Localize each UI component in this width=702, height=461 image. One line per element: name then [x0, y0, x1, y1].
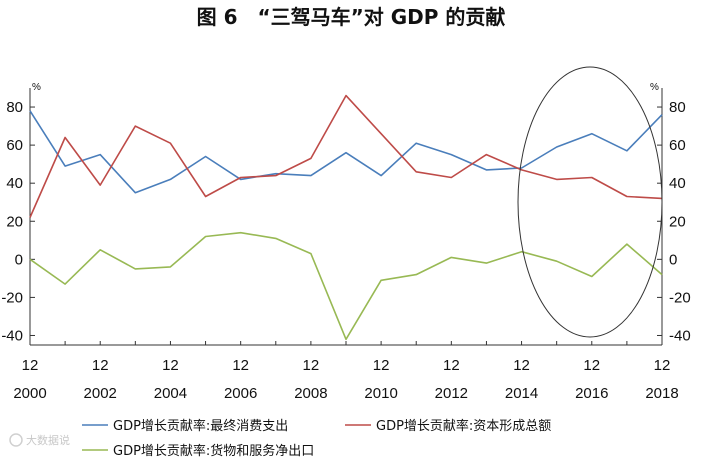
series-line-3: [29, 231, 663, 341]
x-tick-month-label: 12: [92, 357, 109, 374]
right-y-tick-label: 80: [669, 99, 686, 116]
right-y-tick-label: 0: [669, 251, 677, 268]
right-y-tick-label: 60: [669, 137, 686, 154]
series-line-1: [29, 110, 663, 194]
x-tick-year-label: 2010: [364, 385, 397, 402]
left-y-tick-label: 0: [15, 251, 23, 268]
x-tick-month-label: 12: [22, 357, 39, 374]
watermark-text: 大数据说: [26, 433, 70, 447]
x-tick-month-label: 12: [583, 357, 600, 374]
legend-label-1: GDP增长贡献率:最终消费支出: [113, 418, 288, 434]
right-y-axis: % 80 60 40 20 0 -20 -40: [650, 82, 691, 345]
x-tick-month-label: 12: [232, 357, 249, 374]
x-tick-year-label: 2006: [224, 385, 257, 402]
right-axis-unit: %: [650, 82, 659, 93]
watermark: 大数据说: [9, 433, 70, 447]
x-tick-year-label: 2002: [84, 385, 117, 402]
left-y-axis: % 80 60 40 20 0 -20 -40: [1, 82, 41, 345]
left-axis-unit: %: [32, 82, 41, 93]
right-y-tick-label: -40: [669, 327, 691, 344]
right-y-tick-label: 40: [669, 175, 686, 192]
right-y-tick-label: 20: [669, 213, 686, 230]
x-tick-month-label: 12: [162, 357, 179, 374]
x-axis: 12 2000 12 2002 12 2004 12 2006 12 2008 12 2010 12 20…: [13, 341, 679, 402]
x-tick-month-label: 12: [443, 357, 460, 374]
left-y-tick-label: -20: [1, 289, 23, 306]
right-y-tick-label: -20: [669, 289, 691, 306]
x-tick-month-label: 12: [654, 357, 671, 374]
x-tick-month-label: 12: [513, 357, 530, 374]
series-line-2: [29, 94, 663, 218]
x-tick-year-label: 2018: [645, 385, 678, 402]
legend-label-3: GDP增长贡献率:货物和服务净出口: [113, 443, 314, 459]
x-tick-year-label: 2014: [505, 385, 538, 402]
x-tick-year-label: 2016: [575, 385, 608, 402]
left-y-tick-label: -40: [1, 327, 23, 344]
x-tick-year-label: 2004: [154, 385, 187, 402]
legend: GDP增长贡献率:最终消费支出 GDP增长贡献率:资本形成总额 GDP增长贡献率:货…: [82, 418, 551, 459]
legend-label-2: GDP增长贡献率:资本形成总额: [376, 418, 551, 434]
plot-area: [29, 94, 663, 341]
left-y-tick-label: 40: [6, 175, 23, 192]
x-tick-month-label: 12: [303, 357, 320, 374]
left-y-tick-label: 80: [6, 99, 23, 116]
watermark-logo-icon: [9, 433, 23, 447]
left-y-tick-label: 20: [6, 213, 23, 230]
x-tick-year-label: 2008: [294, 385, 327, 402]
x-tick-month-label: 12: [373, 357, 390, 374]
x-tick-year-label: 2012: [435, 385, 468, 402]
x-tick-year-label: 2000: [13, 385, 46, 402]
chart-title: 图 6 “三驾马车”对 GDP 的贡献: [197, 5, 506, 29]
left-y-tick-label: 60: [6, 137, 23, 154]
highlight-ellipse: [517, 66, 663, 338]
